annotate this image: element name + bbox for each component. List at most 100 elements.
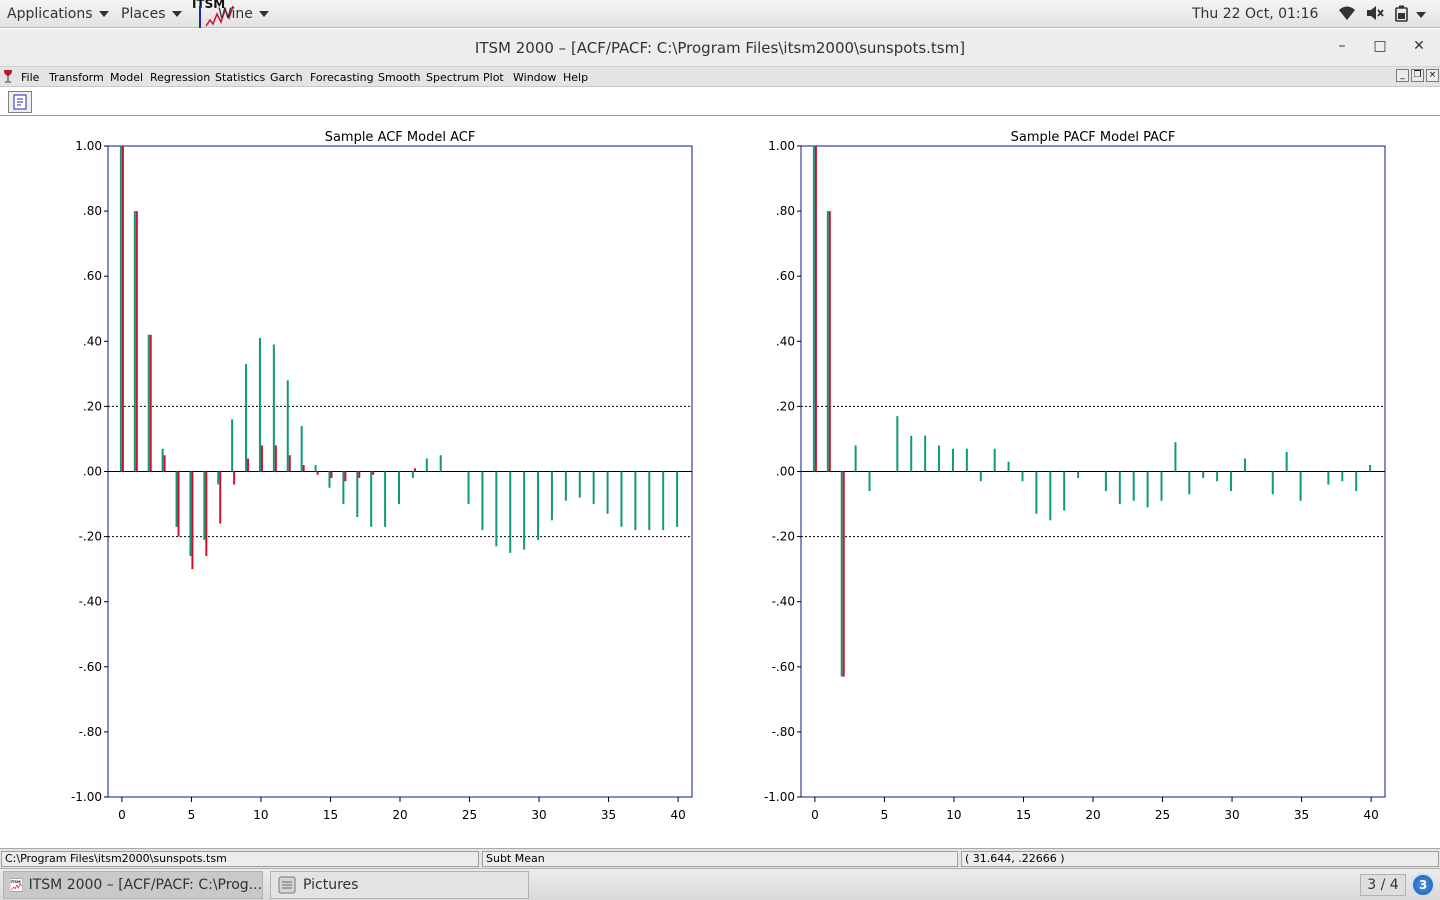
- chevron-down-icon: [258, 11, 269, 17]
- wifi-icon[interactable]: [1338, 5, 1356, 25]
- chart2-x-tick-label: 0: [811, 808, 819, 822]
- chart1-y-tick-label: .20: [83, 399, 102, 413]
- chevron-down-icon: [1416, 12, 1426, 18]
- mdi-minimize-button[interactable]: _: [1396, 69, 1409, 82]
- chart1-y-tick-label: -.80: [79, 725, 102, 739]
- chart2-x-tick-label: 40: [1363, 808, 1378, 822]
- applications-label: Applications: [7, 6, 93, 22]
- menu-statistics[interactable]: Statistics: [215, 71, 266, 84]
- status-file-path: C:\Program Files\itsm2000\sunspots.tsm: [1, 851, 479, 867]
- maximize-button[interactable]: □: [1373, 38, 1387, 54]
- wine-glass-icon[interactable]: [3, 69, 13, 86]
- task-pictures-label: Pictures: [303, 877, 359, 893]
- places-label: Places: [121, 6, 166, 22]
- chart2-y-tick-label: -.80: [772, 725, 795, 739]
- chart2-x-tick-label: 30: [1224, 808, 1239, 822]
- chart2-y-tick-label: .40: [776, 334, 795, 348]
- window-title: ITSM 2000 – [ACF/PACF: C:\Program Files\…: [474, 39, 966, 57]
- options-icon: [13, 94, 27, 110]
- acf-pacf-charts[interactable]: Sample ACF Model ACF 1.00 .80 .60 .40 .20 .00 -…: [0, 116, 1440, 848]
- task-itsm-label: ITSM 2000 – [ACF/PACF: C:\Prog...: [28, 877, 262, 893]
- chart2-x-tick-label: 35: [1294, 808, 1309, 822]
- chart2-x-tick-label: 20: [1085, 808, 1100, 822]
- chart1-x-tick-label: 20: [392, 808, 407, 822]
- chart2-x-tick-label: 25: [1155, 808, 1170, 822]
- chart2-y-tick-label: -.60: [772, 660, 795, 674]
- svg-text:ITSM: ITSM: [11, 880, 21, 884]
- chart2-y-tick-label: .20: [776, 399, 795, 413]
- chart1-x-tick-label: 15: [323, 808, 338, 822]
- chart1-y-tick-label: -1.00: [71, 790, 102, 804]
- menu-transform[interactable]: Transform: [49, 71, 104, 84]
- chart2-y-tick-label: .60: [776, 269, 795, 283]
- task-itsm[interactable]: ITSM ITSM 2000 – [ACF/PACF: C:\Prog...: [3, 871, 263, 899]
- volume-muted-icon[interactable]: [1365, 5, 1385, 25]
- chart2-x-tick-label: 5: [881, 808, 889, 822]
- menu-bar: File Transform Model Regression Statisti…: [0, 67, 1440, 87]
- toolbar-options-button[interactable]: [8, 91, 32, 113]
- chart2-y-tick-label: -1.00: [764, 790, 795, 804]
- places-menu[interactable]: Places: [121, 6, 182, 22]
- menu-spectrum[interactable]: Spectrum: [426, 71, 480, 84]
- window-list-taskbar: ITSM ITSM 2000 – [ACF/PACF: C:\Prog... P…: [0, 868, 1440, 900]
- itsm-app-icon: ITSM: [192, 0, 238, 28]
- menu-file[interactable]: File: [21, 71, 40, 84]
- chevron-down-icon: [171, 11, 182, 17]
- clock[interactable]: Thu 22 Oct, 01:16: [1192, 6, 1319, 22]
- chart2-x-tick-label: 10: [946, 808, 961, 822]
- chart1-x-tick-label: 10: [253, 808, 268, 822]
- menu-model[interactable]: Model: [110, 71, 144, 84]
- chart1-y-tick-label: 1.00: [75, 139, 102, 153]
- file-manager-icon: [278, 876, 296, 894]
- toolbar: [0, 88, 1440, 116]
- applications-menu[interactable]: Applications: [7, 6, 109, 22]
- battery-icon[interactable]: [1395, 5, 1409, 26]
- task-pictures[interactable]: Pictures: [270, 871, 529, 899]
- menu-smooth[interactable]: Smooth: [378, 71, 421, 84]
- mdi-close-button[interactable]: ×: [1426, 69, 1439, 82]
- chevron-down-icon: [98, 11, 109, 17]
- system-menu[interactable]: [1416, 6, 1426, 22]
- chart2-y-tick-label: 1.00: [768, 139, 795, 153]
- chart1-x-tick-label: 35: [601, 808, 616, 822]
- status-mode: Subt Mean: [482, 851, 958, 867]
- chart1-y-tick-label: -.60: [79, 660, 102, 674]
- gnome-top-bar: Applications Places ITSM Wine Thu 22 Oct…: [0, 0, 1440, 28]
- notification-count-badge[interactable]: 3: [1411, 873, 1435, 897]
- menu-window[interactable]: Window: [513, 71, 557, 84]
- minimize-button[interactable]: –: [1338, 38, 1346, 54]
- chart1-y-tick-label: .00: [83, 465, 102, 479]
- chart1-title: Sample ACF Model ACF: [325, 130, 476, 145]
- menu-forecasting[interactable]: Forecasting: [310, 71, 374, 84]
- chart1-y-tick-label: -.40: [79, 595, 102, 609]
- window-title-bar[interactable]: ITSM 2000 – [ACF/PACF: C:\Program Files\…: [0, 29, 1440, 67]
- chart2-y-tick-label: .80: [776, 204, 795, 218]
- chart2-y-tick-label: -.40: [772, 595, 795, 609]
- status-bar: C:\Program Files\itsm2000\sunspots.tsm S…: [0, 848, 1440, 868]
- chart1-y-tick-label: .60: [83, 269, 102, 283]
- wine-label: Wine: [218, 6, 253, 22]
- menu-regression[interactable]: Regression: [150, 71, 211, 84]
- chart1-y-tick-label: .80: [83, 204, 102, 218]
- svg-text:ITSM: ITSM: [192, 0, 225, 11]
- wine-menu[interactable]: Wine: [218, 6, 269, 22]
- acf-pacf-plot-area: Sample ACF Model ACF 1.00 .80 .60 .40 .20 .00 -…: [0, 116, 1440, 848]
- chart2-x-tick-label: 15: [1016, 808, 1031, 822]
- chart2-y-tick-label: -.20: [772, 530, 795, 544]
- chart1-x-tick-label: 0: [118, 808, 126, 822]
- chart2-y-tick-label: .00: [776, 465, 795, 479]
- status-coordinates: ( 31.644, .22666 ): [961, 851, 1439, 867]
- menu-help[interactable]: Help: [563, 71, 589, 84]
- mdi-restore-button[interactable]: ❐: [1411, 69, 1424, 82]
- chart1-x-tick-label: 40: [670, 808, 685, 822]
- chart1-y-tick-label: -.20: [79, 530, 102, 544]
- menu-plot[interactable]: Plot: [483, 71, 504, 84]
- workspace-pager[interactable]: 3 / 4: [1360, 874, 1406, 896]
- menu-garch[interactable]: Garch: [270, 71, 303, 84]
- itsm-app-icon: ITSM: [10, 878, 23, 892]
- close-button[interactable]: ✕: [1413, 38, 1425, 54]
- chart1-y-tick-label: .40: [83, 334, 102, 348]
- chart2-title: Sample PACF Model PACF: [1011, 130, 1176, 145]
- chart1-x-tick-label: 5: [188, 808, 196, 822]
- chart1-x-tick-label: 25: [462, 808, 477, 822]
